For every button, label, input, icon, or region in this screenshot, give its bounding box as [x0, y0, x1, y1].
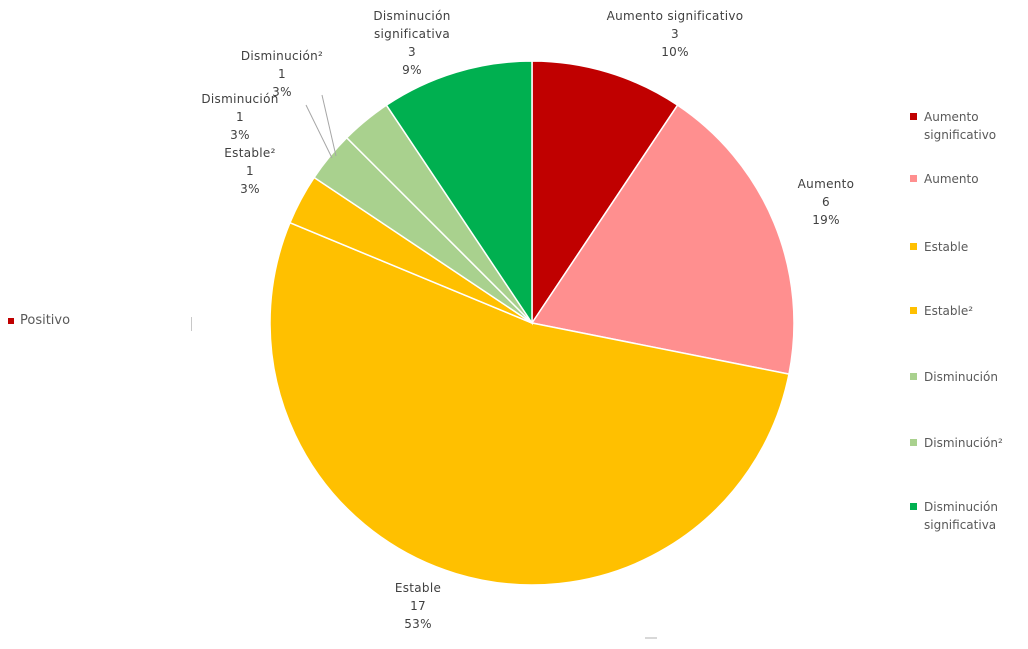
data-label-line: 53% — [404, 617, 432, 631]
legend-label: Aumento — [924, 170, 979, 188]
legend-item-4: Disminución — [910, 368, 998, 386]
data-label-line: Estable² — [224, 146, 275, 160]
legend-item-5: Disminución² — [910, 434, 1003, 452]
data-label-line: significativa — [374, 27, 450, 41]
data-label-line: 9% — [402, 63, 422, 77]
legend-label: Estable² — [924, 302, 973, 320]
divider-dash — [645, 637, 657, 639]
data-label-line: 19% — [812, 213, 840, 227]
legend-label-line: significativa — [924, 518, 997, 532]
legend-swatch — [910, 243, 917, 250]
legend-label: Disminución² — [924, 434, 1003, 452]
legend-label-line: Disminución — [924, 370, 998, 384]
data-label-line: Aumento significativo — [607, 9, 744, 23]
leader-line-4 — [305, 104, 333, 159]
data-label-line: 1 — [278, 67, 286, 81]
data-label-line: 3% — [230, 128, 250, 142]
data-label-line: 3 — [671, 27, 679, 41]
legend-label-line: Disminución — [924, 500, 998, 514]
pie-slice-disminuci-n-significativa-6 — [385, 60, 533, 326]
legend-swatch — [910, 503, 917, 510]
legend-swatch — [910, 113, 917, 120]
data-label-aumento-significativo-0: Aumento significativo 3 10% — [607, 9, 744, 59]
legend-label: Disminución — [924, 368, 998, 386]
data-label-line: Aumento — [798, 177, 855, 191]
legend-label: Disminución significativa — [924, 498, 998, 534]
data-label-line: Disminución² — [241, 49, 323, 63]
legend-item-3: Estable² — [910, 302, 973, 320]
data-label-disminuci-n-2-5: Disminución² 1 3% — [241, 49, 323, 99]
data-label-line: 6 — [822, 195, 830, 209]
legend-item-0: Aumento significativo — [910, 108, 996, 144]
legend-label-line: Aumento — [924, 172, 979, 186]
legend-swatch — [910, 175, 917, 182]
data-label-estable-2: Estable 17 53% — [395, 581, 441, 631]
legend-item-6: Disminución significativa — [910, 498, 998, 534]
data-label-line: 3 — [408, 45, 416, 59]
data-label-line: Disminución — [373, 9, 450, 23]
data-label-line: 1 — [246, 164, 254, 178]
data-label-estable-2-3: Estable² 1 3% — [224, 146, 275, 196]
data-label-line: 3% — [240, 182, 260, 196]
legend-item-1: Aumento — [910, 170, 979, 188]
legend-label: Aumento significativo — [924, 108, 996, 144]
side-legend-label: Positivo — [20, 313, 71, 328]
legend-swatch — [910, 307, 917, 314]
data-label-line: 3% — [272, 85, 292, 99]
data-label-line: Disminución — [201, 92, 278, 106]
pie-slice-estable-2 — [269, 221, 790, 586]
data-label-line: 17 — [410, 599, 426, 613]
divider-tick — [191, 317, 192, 331]
legend-label-line: Estable² — [924, 304, 974, 318]
data-label-aumento-1: Aumento 6 19% — [798, 177, 855, 227]
legend-swatch — [910, 373, 917, 380]
data-label-line: 10% — [661, 45, 689, 59]
pie-slice-aumento-1 — [530, 104, 795, 375]
data-label-disminuci-n-significativa-6: Disminución significativa 3 9% — [373, 9, 450, 77]
leader-line-5 — [321, 94, 337, 157]
legend-label-line: Estable — [924, 240, 969, 254]
side-legend: Positivo — [8, 313, 70, 328]
legend-label-line: Disminución² — [924, 436, 1003, 450]
legend-item-2: Estable — [910, 238, 968, 256]
legend-label: Estable — [924, 238, 968, 256]
legend-swatch — [910, 439, 917, 446]
legend-label-line: significativo — [924, 128, 997, 142]
pie-slice-aumento-significativo-0 — [531, 60, 679, 326]
side-legend-swatch — [8, 317, 14, 324]
legend-label-line: Aumento — [924, 110, 979, 124]
data-label-line: 1 — [236, 110, 244, 124]
data-label-disminuci-n-4: Disminución 1 3% — [201, 92, 278, 142]
data-label-line: Estable — [395, 581, 441, 595]
